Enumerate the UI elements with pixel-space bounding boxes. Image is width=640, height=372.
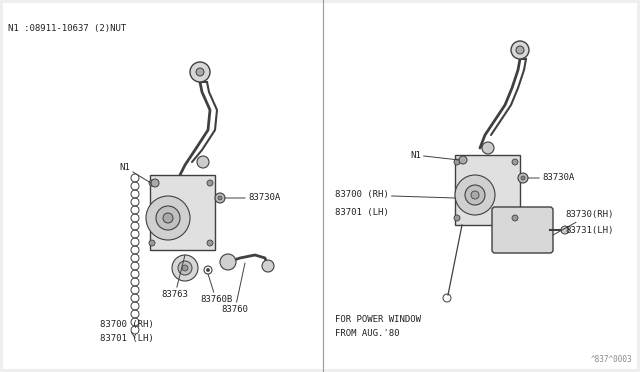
Text: N1 :08911-10637 (2)NUT: N1 :08911-10637 (2)NUT xyxy=(8,23,126,32)
Circle shape xyxy=(465,185,485,205)
Text: 83700 (RH): 83700 (RH) xyxy=(100,321,154,338)
Circle shape xyxy=(512,159,518,165)
Circle shape xyxy=(220,254,236,270)
Circle shape xyxy=(149,180,155,186)
FancyBboxPatch shape xyxy=(492,207,553,253)
Circle shape xyxy=(207,180,213,186)
Circle shape xyxy=(146,196,190,240)
Text: 83730A: 83730A xyxy=(225,193,280,202)
Circle shape xyxy=(151,179,159,187)
Circle shape xyxy=(163,213,173,223)
Bar xyxy=(150,175,215,250)
Circle shape xyxy=(197,156,209,168)
Text: N1: N1 xyxy=(119,163,151,183)
Circle shape xyxy=(172,255,198,281)
Text: 83701 (LH): 83701 (LH) xyxy=(335,208,388,217)
Text: N1: N1 xyxy=(410,151,459,160)
Circle shape xyxy=(521,176,525,180)
Text: 83731(LH): 83731(LH) xyxy=(565,225,613,234)
Circle shape xyxy=(215,193,225,203)
Circle shape xyxy=(561,226,569,234)
Circle shape xyxy=(459,156,467,164)
Bar xyxy=(455,155,520,225)
Circle shape xyxy=(482,142,494,154)
Text: 83701 (LH): 83701 (LH) xyxy=(100,334,154,343)
Text: 83763: 83763 xyxy=(161,255,188,299)
Circle shape xyxy=(455,175,495,215)
Circle shape xyxy=(156,206,180,230)
Circle shape xyxy=(262,260,274,272)
Circle shape xyxy=(218,196,222,200)
Circle shape xyxy=(471,191,479,199)
Text: 83700 (RH): 83700 (RH) xyxy=(335,190,455,199)
Text: 83760: 83760 xyxy=(221,263,248,314)
Circle shape xyxy=(182,265,188,271)
Circle shape xyxy=(149,240,155,246)
Circle shape xyxy=(511,41,529,59)
Circle shape xyxy=(196,68,204,76)
Circle shape xyxy=(454,159,460,165)
Text: ^837^0003: ^837^0003 xyxy=(590,356,632,365)
Text: FROM AUG.'80: FROM AUG.'80 xyxy=(335,330,399,339)
Text: 83730A: 83730A xyxy=(528,173,574,183)
Circle shape xyxy=(190,62,210,82)
Circle shape xyxy=(207,240,213,246)
Circle shape xyxy=(178,261,192,275)
Circle shape xyxy=(518,173,528,183)
Text: 83760B: 83760B xyxy=(200,274,232,304)
Circle shape xyxy=(516,46,524,54)
Circle shape xyxy=(512,215,518,221)
Text: 83730(RH): 83730(RH) xyxy=(553,211,613,235)
Text: FOR POWER WINDOW: FOR POWER WINDOW xyxy=(335,315,421,324)
Circle shape xyxy=(454,215,460,221)
Circle shape xyxy=(207,269,209,272)
